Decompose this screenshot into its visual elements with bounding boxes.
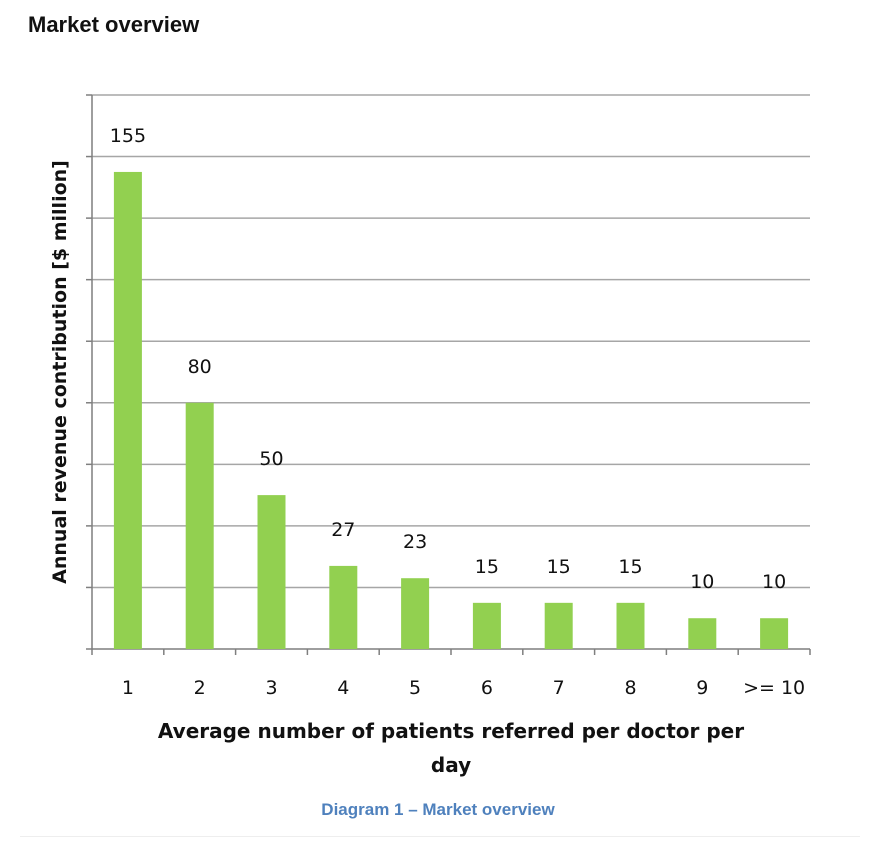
bar bbox=[472, 602, 501, 649]
bar bbox=[257, 495, 286, 649]
x-axis-title-line-1: Average number of patients referred per … bbox=[158, 719, 744, 743]
x-tick-label: 3 bbox=[265, 677, 277, 699]
x-tick-label: 9 bbox=[696, 677, 708, 699]
x-tick-label: 5 bbox=[409, 677, 421, 699]
x-tick-label: 7 bbox=[553, 677, 565, 699]
page-heading: Market overview bbox=[28, 12, 200, 37]
bar bbox=[185, 402, 214, 649]
bar bbox=[329, 565, 358, 649]
figure-caption: Diagram 1 – Market overview bbox=[321, 800, 555, 819]
data-label: 23 bbox=[403, 531, 427, 553]
data-label: 27 bbox=[331, 519, 355, 541]
data-label: 80 bbox=[188, 356, 212, 378]
data-labels: 155 80 50 27 23 15 15 15 10 10 bbox=[110, 125, 786, 593]
data-label: 50 bbox=[259, 448, 283, 470]
bar bbox=[544, 602, 573, 649]
data-label: 10 bbox=[762, 571, 786, 593]
bottom-rule bbox=[20, 836, 860, 837]
x-tick-label: 6 bbox=[481, 677, 493, 699]
data-label: 10 bbox=[690, 571, 714, 593]
bar bbox=[760, 618, 789, 649]
bar-series bbox=[113, 171, 789, 649]
x-axis-title-line-2: day bbox=[431, 753, 471, 777]
bar bbox=[688, 618, 717, 649]
data-label: 15 bbox=[475, 556, 499, 578]
x-tick-label: 8 bbox=[624, 677, 636, 699]
x-tick-label: 4 bbox=[337, 677, 349, 699]
data-label: 15 bbox=[618, 556, 642, 578]
bar bbox=[616, 602, 645, 649]
x-tick-label: 1 bbox=[122, 677, 134, 699]
bar bbox=[113, 171, 142, 649]
y-axis-title: Annual revenue contribution [$ million] bbox=[49, 160, 71, 584]
x-tick-labels: 1 2 3 4 5 6 7 8 9 >= 10 bbox=[122, 677, 805, 699]
bar bbox=[401, 578, 430, 649]
data-label: 15 bbox=[547, 556, 571, 578]
x-tick-label: >= 10 bbox=[743, 677, 805, 699]
data-label: 155 bbox=[110, 125, 146, 147]
x-tick-label: 2 bbox=[194, 677, 206, 699]
